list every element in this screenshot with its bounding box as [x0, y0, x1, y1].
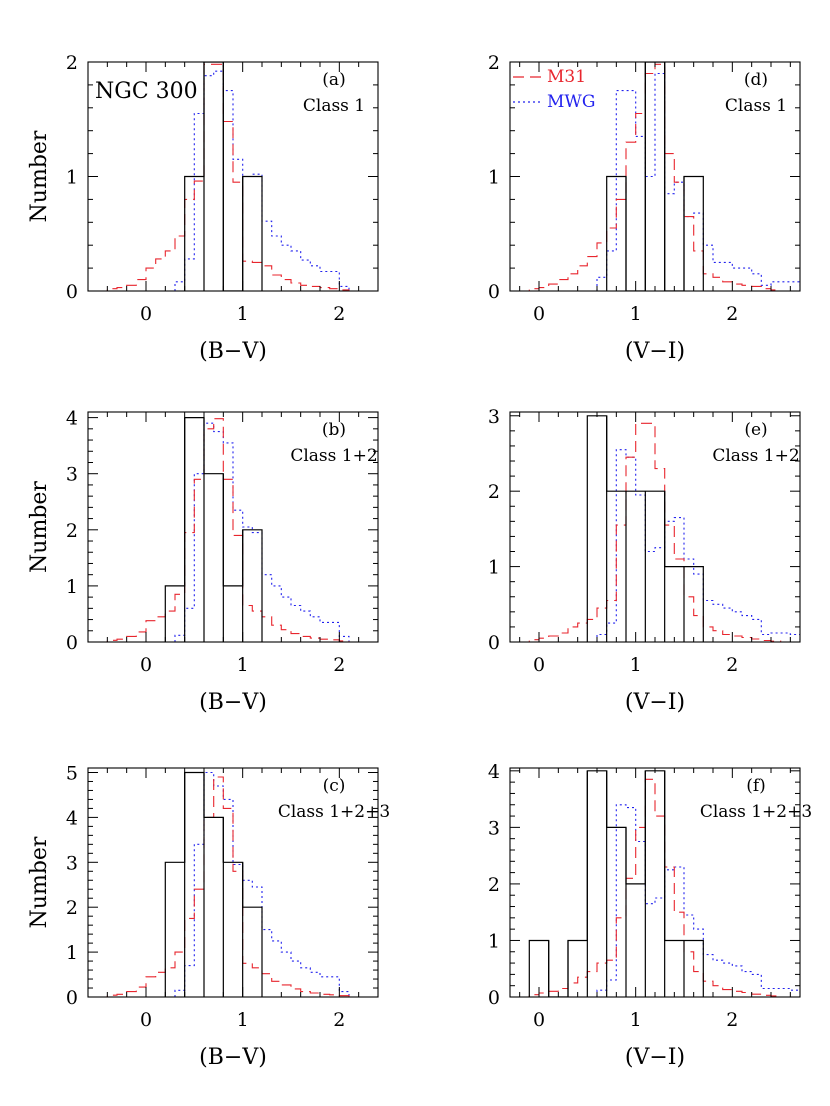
class-label: Class 1 [303, 96, 365, 116]
x-axis-label: (B−V) [199, 1045, 267, 1070]
y-tick-label: 4 [488, 761, 500, 783]
x-tick-label: 0 [533, 1009, 545, 1031]
x-tick-label: 2 [333, 303, 345, 325]
y-tick-label: 2 [66, 52, 78, 74]
x-tick-label: 2 [333, 1009, 345, 1031]
x-tick-label: 2 [726, 654, 738, 676]
y-tick-label: 0 [66, 281, 78, 303]
histogram-panel: 0 1 2 0 1 2 (B−V) Number (a) Class 1 NGC 300 [27, 52, 379, 364]
y-tick-label: 2 [488, 481, 500, 503]
y-tick-label: 4 [66, 807, 78, 829]
mwg-legend-label: MWG [547, 92, 595, 112]
y-tick-label: 4 [66, 408, 78, 430]
m31-histogram [97, 776, 350, 997]
ngc300-histogram [164, 771, 263, 997]
x-tick-label: 1 [630, 654, 642, 676]
class-label: Class 1 [725, 96, 787, 116]
x-tick-label: 0 [140, 1009, 152, 1031]
histogram-panel: 0 1 2 0 1 2 3 (V−I) (e) Class 1+2 [488, 406, 801, 715]
panel-id-label: (c) [323, 776, 346, 796]
y-tick-label: 1 [488, 167, 500, 189]
class-label: Class 1+2 [712, 446, 799, 466]
x-axis-label: (V−I) [625, 339, 685, 364]
y-tick-label: 1 [66, 942, 78, 964]
y-tick-label: 3 [66, 852, 78, 874]
x-tick-label: 2 [333, 654, 345, 676]
x-tick-label: 0 [140, 654, 152, 676]
histogram-panel: 0 1 2 0 1 2 3 4 5 (B−V) Number (c) Class 1+2+3 [27, 762, 390, 1070]
m31-histogram [519, 422, 782, 642]
y-tick-label: 3 [488, 817, 500, 839]
x-axis-label: (B−V) [199, 339, 267, 364]
y-tick-label: 2 [66, 897, 78, 919]
x-tick-label: 0 [140, 303, 152, 325]
m31-histogram [519, 63, 782, 291]
histogram-panel: 0 1 2 0 1 2 (V−I) (d) Class 1 M31 MWG [488, 52, 801, 364]
m31-legend-label: M31 [547, 67, 586, 87]
m31-histogram [97, 63, 350, 291]
mwg-histogram [596, 804, 800, 997]
x-tick-label: 1 [630, 1009, 642, 1031]
ngc300-histogram [164, 417, 263, 642]
y-axis-label: Number [27, 130, 52, 222]
y-tick-label: 3 [488, 406, 500, 428]
x-axis-label: (V−I) [625, 1045, 685, 1070]
y-tick-label: 1 [488, 930, 500, 952]
y-tick-label: 1 [66, 576, 78, 598]
x-tick-label: 1 [237, 303, 249, 325]
plot-frame [87, 411, 379, 643]
panel-id-label: (e) [744, 420, 767, 440]
x-tick-label: 2 [726, 1009, 738, 1031]
class-label: Class 1+2+3 [700, 802, 812, 822]
y-tick-label: 0 [488, 987, 500, 1009]
panel-id-label: (f) [746, 776, 766, 796]
y-tick-label: 2 [488, 52, 500, 74]
class-label: Class 1+2 [290, 446, 377, 466]
y-tick-label: 1 [66, 167, 78, 189]
mwg-histogram [596, 449, 800, 642]
panel-id-label: (a) [322, 70, 345, 90]
panel-id-label: (b) [322, 420, 346, 440]
plot-frame [87, 767, 379, 998]
x-tick-label: 1 [237, 1009, 249, 1031]
mwg-histogram [596, 72, 800, 291]
ngc300-histogram [606, 62, 704, 291]
y-tick-label: 1 [488, 557, 500, 579]
y-tick-label: 0 [488, 281, 500, 303]
x-tick-label: 1 [237, 654, 249, 676]
y-tick-label: 0 [488, 632, 500, 654]
x-axis-label: (B−V) [199, 690, 267, 715]
panel-id-label: (d) [744, 70, 768, 90]
y-tick-label: 2 [66, 520, 78, 542]
y-tick-label: 0 [66, 632, 78, 654]
x-tick-label: 0 [533, 303, 545, 325]
legend: M31 MWG [513, 67, 595, 112]
x-axis-label: (V−I) [625, 690, 685, 715]
histogram-panel: 0 1 2 0 1 2 3 4 (B−V) Number (b) Class 1+2 [27, 408, 379, 715]
y-axis-label: Number [27, 836, 52, 928]
y-tick-label: 3 [66, 464, 78, 486]
y-axis-label: Number [27, 481, 52, 573]
x-tick-label: 1 [630, 303, 642, 325]
x-tick-label: 0 [533, 654, 545, 676]
y-tick-label: 5 [66, 762, 78, 784]
x-tick-label: 2 [726, 303, 738, 325]
class-label: Class 1+2+3 [278, 802, 390, 822]
y-tick-label: 0 [66, 987, 78, 1009]
histogram-panel: 0 1 2 0 1 2 3 4 (V−I) (f) Class 1+2+3 [488, 761, 812, 1070]
galaxy-label: NGC 300 [95, 79, 198, 104]
y-tick-label: 2 [488, 874, 500, 896]
